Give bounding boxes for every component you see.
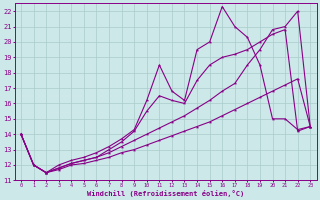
X-axis label: Windchill (Refroidissement éolien,°C): Windchill (Refroidissement éolien,°C) (87, 190, 244, 197)
